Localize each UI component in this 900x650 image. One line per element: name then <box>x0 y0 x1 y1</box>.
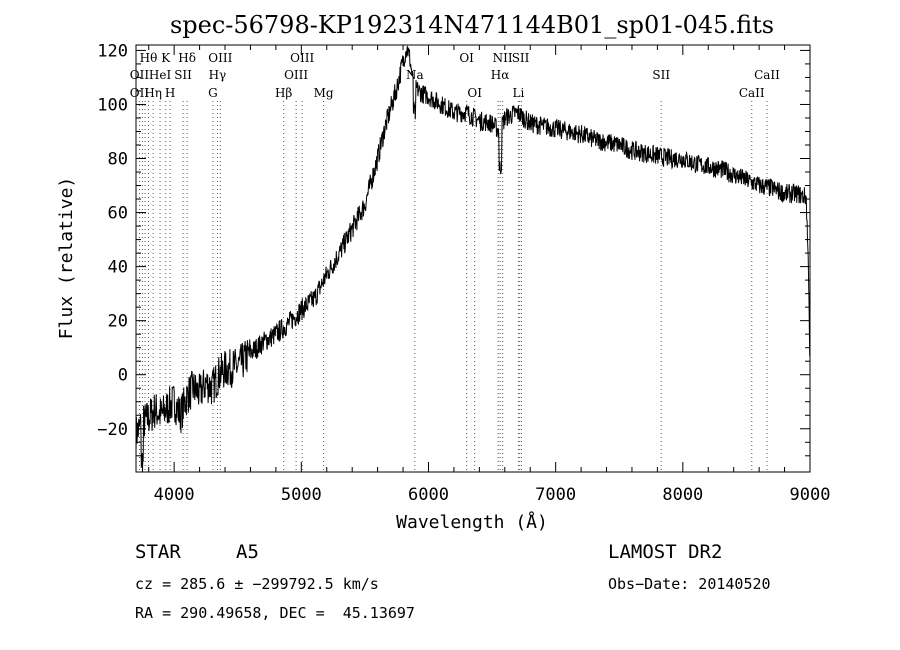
spectral-line-label: OII <box>130 68 150 82</box>
spectral-line-label: Hδ <box>178 51 196 65</box>
spectrum-series <box>135 45 811 473</box>
spectral-line-label: K <box>161 51 171 65</box>
y-tick-label: −20 <box>97 420 128 440</box>
spectral-line-label: G <box>208 86 218 100</box>
spectral-line-label: SII <box>512 51 530 65</box>
spectral-line-label: Hθ <box>140 51 158 65</box>
spectral-line-label: OII <box>130 86 150 100</box>
observation-date: Obs−Date: 20140520 <box>608 575 771 593</box>
y-tick-label: 80 <box>108 150 128 170</box>
spectral-line-label: Hη <box>144 86 162 100</box>
spectral-line-label: OIII <box>208 51 232 65</box>
spectral-line-label: H <box>165 86 175 100</box>
spectral-line-label: Na <box>406 68 424 82</box>
spectral-line-label: Mg <box>314 86 334 100</box>
spectral-line-label: SII <box>652 68 670 82</box>
y-tick-label: 100 <box>97 95 128 115</box>
spectral-line-label: OI <box>459 51 474 65</box>
spectral-line-label: CaII <box>754 68 780 82</box>
survey-name: LAMOST DR2 <box>608 541 723 563</box>
y-axis-label: Flux (relative) <box>56 177 77 340</box>
spectral-line-label: SII <box>174 68 192 82</box>
spectral-line-label: Hα <box>491 68 510 82</box>
spectral-line-label: OIII <box>290 51 314 65</box>
x-tick-label: 8000 <box>662 485 703 505</box>
x-tick-label: 6000 <box>408 485 449 505</box>
x-tick-label: 9000 <box>790 485 831 505</box>
plot-frame <box>135 44 811 473</box>
chart-title: spec-56798-KP192314N471144B01_sp01-045.f… <box>170 11 774 39</box>
y-tick-label: 0 <box>118 366 128 386</box>
spectral-subclass: A5 <box>236 541 259 563</box>
x-axis: 4000 5000 6000 7000 8000 9000 <box>148 45 831 505</box>
sky-coordinates: RA = 290.49658, DEC = 45.13697 <box>135 604 415 622</box>
y-tick-label: 60 <box>108 204 128 224</box>
x-tick-label: 5000 <box>281 485 322 505</box>
spectral-line-label: OI <box>467 86 482 100</box>
redshift-velocity: cz = 285.6 ± −299792.5 km/s <box>135 575 379 593</box>
spectral-line-label: Hγ <box>209 68 227 82</box>
y-tick-label: 120 <box>97 41 128 61</box>
x-axis-label: Wavelength (Å) <box>396 511 548 533</box>
spectral-line-label: CaII <box>739 86 765 100</box>
y-axis: −20 0 20 40 60 80 100 120 <box>97 41 810 457</box>
object-type: STAR <box>135 541 181 563</box>
spectral-line-label: OIII <box>284 68 308 82</box>
spectral-line-label: HeI <box>149 68 172 82</box>
x-tick-label: 4000 <box>154 485 195 505</box>
x-tick-label: 7000 <box>535 485 576 505</box>
spectral-line-label: Hβ <box>275 86 292 100</box>
spectral-line-label: NII <box>493 51 513 65</box>
y-tick-label: 20 <box>108 312 128 332</box>
y-tick-label: 40 <box>108 258 128 278</box>
spectral-line-label: Li <box>512 86 524 100</box>
